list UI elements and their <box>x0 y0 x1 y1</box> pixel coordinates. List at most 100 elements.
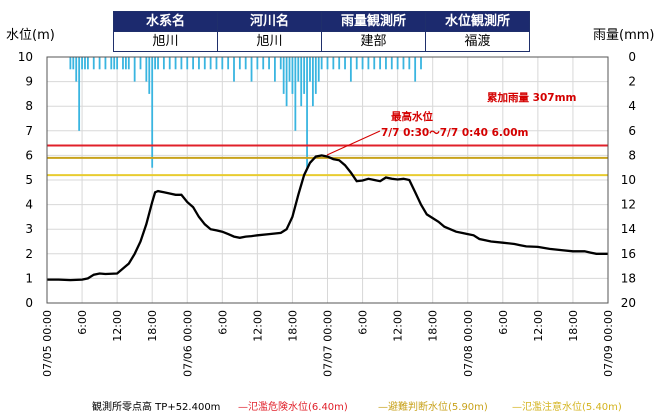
x-tick-label: 12:00 <box>251 310 264 342</box>
rain-bar <box>420 57 422 70</box>
left-tick-label: 8 <box>25 99 33 113</box>
rain-bar <box>256 57 259 70</box>
rain-bar <box>221 57 224 70</box>
rain-bar <box>151 57 154 168</box>
x-tick-label: 18:00 <box>146 310 159 342</box>
legend-danger: —氾濫危険水位(6.40m) <box>238 400 348 413</box>
x-tick-label: 18:00 <box>286 310 299 342</box>
rain-bar <box>227 57 230 70</box>
rain-bar <box>124 57 127 70</box>
rain-bar <box>385 57 387 70</box>
rain-bar <box>78 57 81 131</box>
rain-bar <box>180 57 183 70</box>
rain-bar <box>98 57 101 70</box>
rain-bar <box>72 57 75 70</box>
rain-bar <box>139 57 142 70</box>
x-tick-label: 12:00 <box>532 310 545 342</box>
max-level-pointer <box>326 130 381 156</box>
rain-bar <box>344 57 346 70</box>
rain-bar <box>154 57 157 70</box>
rain-bar <box>303 57 306 94</box>
value-river: 旭川 <box>217 31 322 52</box>
right-tick-label: 6 <box>628 124 636 138</box>
right-tick-label: 14 <box>621 222 636 236</box>
water-level-line <box>47 154 608 282</box>
value-water-station: 福渡 <box>425 31 530 52</box>
right-tick-label: 12 <box>621 198 636 212</box>
rain-bar <box>116 57 119 70</box>
rain-bar <box>81 57 83 70</box>
rain-bar <box>349 57 352 82</box>
right-tick-label: 8 <box>628 148 636 162</box>
rain-bar <box>145 57 148 82</box>
station-info-table: 水系名 河川名 雨量観測所 水位観測所 旭川 旭川 建部 福渡 <box>113 11 530 52</box>
rain-bar <box>390 57 393 70</box>
rain-bar <box>408 57 411 70</box>
rain-bar <box>203 57 206 70</box>
rain-bar <box>279 57 282 70</box>
rain-bar <box>311 57 314 107</box>
rain-bar <box>414 57 417 82</box>
right-tick-label: 16 <box>621 247 636 261</box>
rain-bar <box>84 57 86 70</box>
value-river-system: 旭川 <box>113 31 218 52</box>
header-water-station: 水位観測所 <box>425 11 530 32</box>
cumulative-rain-label: 累加雨量 307mm <box>487 91 577 104</box>
x-tick-label: 07/08 00:00 <box>462 310 475 377</box>
rain-bar <box>104 57 107 70</box>
x-tick-label: 07/09 00:00 <box>602 310 615 377</box>
left-tick-label: 5 <box>25 173 33 187</box>
left-tick-label: 6 <box>25 148 33 162</box>
left-tick-label: 10 <box>18 50 33 64</box>
rain-bar <box>288 57 291 82</box>
rain-bar <box>367 57 370 70</box>
x-tick-label: 12:00 <box>392 310 405 342</box>
rain-bar <box>127 57 130 70</box>
left-tick-label: 2 <box>25 247 33 261</box>
right-axis-title: 雨量(mm) <box>593 28 654 43</box>
rain-bar <box>186 57 189 70</box>
rain-bar <box>314 57 317 94</box>
x-tick-label: 07/06 00:00 <box>181 310 194 377</box>
rain-bar <box>291 57 294 94</box>
left-axis-ticks: 0 1 2 3 4 5 6 7 8 9 10 <box>18 50 33 310</box>
left-tick-label: 7 <box>25 124 33 138</box>
x-axis-ticks: 07/05 00:00 6:00 12:00 18:00 07/06 00:00 6:00… <box>41 310 615 377</box>
x-tick-label: 6:00 <box>497 310 510 335</box>
rain-bar <box>75 57 78 82</box>
left-tick-label: 9 <box>25 75 33 89</box>
x-tick-label: 07/07 00:00 <box>322 310 335 377</box>
plot-frame <box>46 56 609 304</box>
rain-bar <box>244 57 247 70</box>
x-tick-label: 6:00 <box>216 310 229 335</box>
right-tick-label: 18 <box>621 271 636 285</box>
rain-bar <box>373 57 376 70</box>
right-tick-label: 2 <box>628 75 636 89</box>
station-info-header-row: 水系名 河川名 雨量観測所 水位観測所 <box>113 11 530 32</box>
right-tick-label: 4 <box>628 99 636 113</box>
rain-bar <box>355 57 358 70</box>
legend-evacuation: —避難判断水位(5.90m) <box>378 400 488 413</box>
left-tick-label: 0 <box>25 296 33 310</box>
rain-bar <box>209 57 212 70</box>
rain-bar <box>157 57 159 70</box>
rain-bar <box>215 57 218 70</box>
value-rain-station: 建部 <box>321 31 426 52</box>
rain-bar <box>168 57 171 70</box>
rain-bar <box>250 57 253 82</box>
header-rain-station: 雨量観測所 <box>321 11 426 32</box>
rain-bar <box>379 57 381 70</box>
x-tick-label: 07/05 00:00 <box>41 310 54 377</box>
rain-bar <box>300 57 303 107</box>
rain-bar <box>148 57 151 94</box>
rain-bar <box>133 57 136 82</box>
x-tick-label: 6:00 <box>357 310 370 335</box>
rain-bar <box>87 57 89 70</box>
right-tick-label: 10 <box>621 173 636 187</box>
left-axis-title: 水位(m) <box>6 28 55 43</box>
rain-bar <box>174 57 177 70</box>
rain-bar <box>274 57 276 82</box>
legend-prefix: 観測所零点高 TP+52.400m <box>92 400 220 413</box>
rain-bar <box>282 57 285 94</box>
